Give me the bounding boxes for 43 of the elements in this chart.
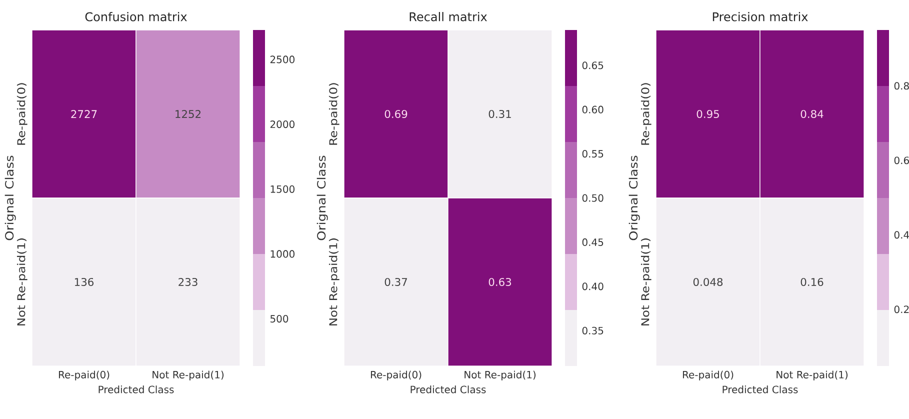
color-bar-label: 0.40 [582, 282, 604, 290]
data-label: 136 [75, 278, 94, 286]
data-label: 0.63 [488, 278, 512, 286]
color-bar-label: 2500 [270, 56, 294, 64]
data-label: 2727 [71, 110, 97, 118]
color-bar-label: 0.2 [894, 306, 909, 314]
data-label: 0.16 [800, 278, 824, 286]
data-label: 233 [178, 278, 198, 286]
chart-title: Precision matrix [712, 12, 808, 22]
data-label: 0.69 [384, 110, 408, 118]
color-bar-label: 0.60 [582, 106, 604, 114]
color-bar-label: 0.45 [582, 238, 604, 246]
x-tick-label: Re-paid(0) [370, 370, 422, 380]
data-label: 0.048 [693, 278, 723, 286]
color-bar-label: 0.35 [582, 326, 604, 334]
chart-title: Recall matrix [410, 12, 487, 22]
data-label: 0.37 [384, 278, 407, 286]
x-axis-title: Predicted Class [98, 386, 174, 394]
data-label: 0.95 [696, 110, 719, 118]
x-axis-title: Predicted Class [722, 386, 798, 394]
data-label: 0.84 [800, 110, 824, 118]
color-bar-label: 0.4 [894, 231, 909, 239]
color-bar-label: 0.55 [582, 150, 604, 158]
data-label: 0.31 [488, 110, 511, 118]
color-bar-label: 0.50 [582, 194, 604, 202]
color-bar-label: 1500 [270, 185, 294, 193]
chart-title: Confusion matrix [85, 12, 187, 22]
color-bar-label: 0.6 [894, 156, 909, 164]
y-axis-title: Orignal Class [628, 156, 640, 240]
color-bar-label: 0.8 [894, 82, 909, 90]
color-bar-label: 1000 [270, 250, 294, 258]
color-bar-label: 500 [270, 315, 288, 323]
x-tick-label: Not Re-paid(1) [464, 370, 536, 380]
color-bar-label: 0.65 [582, 62, 604, 70]
color-bar-label: 2000 [270, 120, 294, 128]
x-axis-title: Predicted Class [410, 386, 486, 394]
data-label: 1252 [176, 110, 200, 118]
x-tick-label: Not Re-paid(1) [152, 370, 224, 380]
x-tick-label: Re-paid(0) [58, 370, 110, 380]
x-tick-label: Not Re-paid(1) [776, 370, 848, 380]
x-tick-label: Re-paid(0) [682, 370, 734, 380]
y-axis-title: Orignal Class [316, 156, 328, 240]
y-axis-title: Orignal Class [4, 156, 16, 240]
